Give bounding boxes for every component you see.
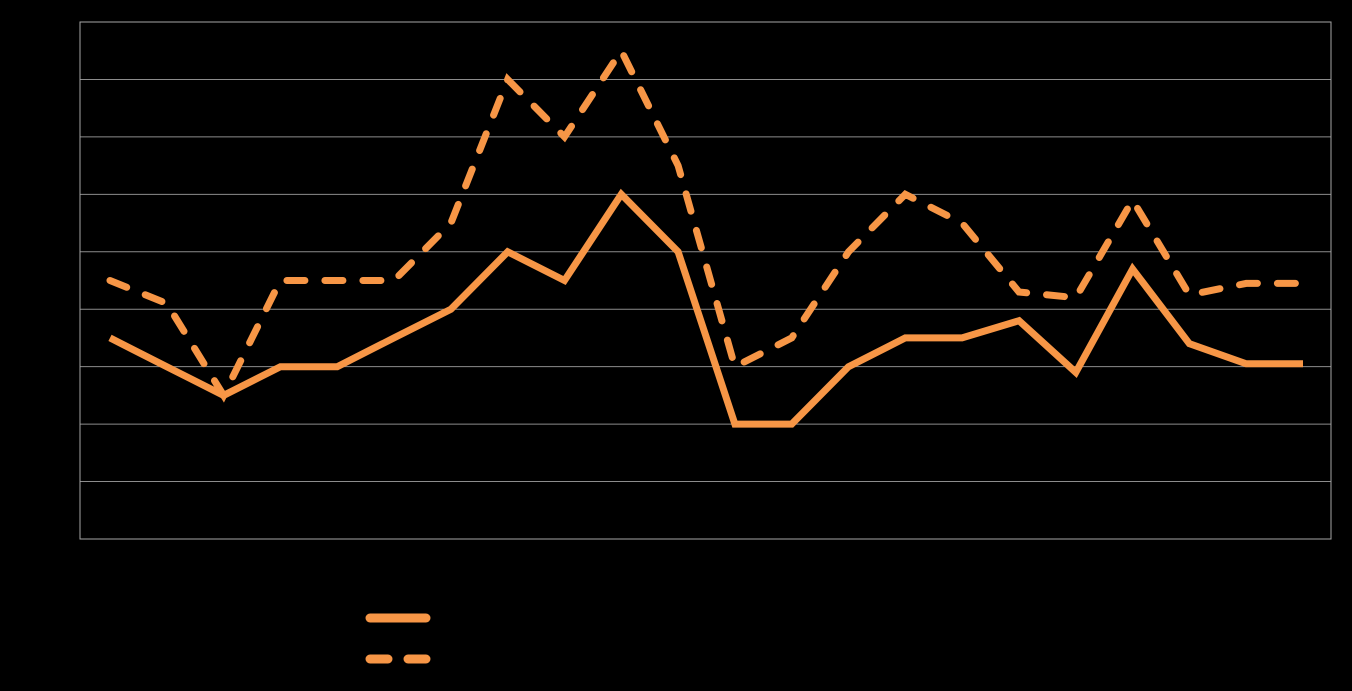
series-line-1 [108,188,1303,428]
series-layer [106,43,1307,428]
legend [365,613,431,664]
series-line-2 [106,43,1307,403]
plot-area-frame [79,21,1332,540]
